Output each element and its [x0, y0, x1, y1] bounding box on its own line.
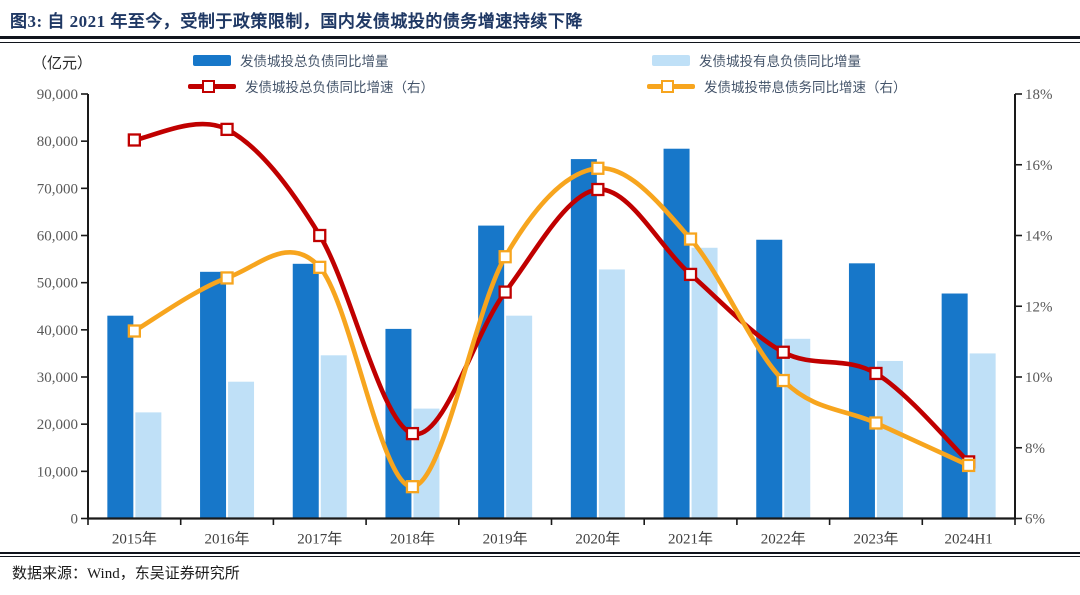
left-axis-tick-label: 30,000: [37, 370, 78, 386]
legend-item-total-liability-growth: 发债城投总负债同比增速（右）: [188, 76, 434, 96]
bar-series-0: [107, 148, 968, 519]
bar: [663, 148, 690, 519]
right-axis-tick-label: 10%: [1025, 370, 1053, 386]
right-axis-tick-label: 6%: [1025, 512, 1045, 528]
bar: [478, 225, 505, 519]
line-marker: [127, 133, 142, 147]
bar: [135, 412, 162, 519]
left-axis-tick-label: 90,000: [37, 87, 78, 103]
bar: [784, 338, 811, 519]
line-marker: [683, 267, 698, 282]
right-axis-tick-label: 18%: [1025, 87, 1053, 103]
line-marker: [869, 416, 883, 430]
left-axis-unit: （亿元）: [32, 56, 93, 72]
trend-line: [132, 121, 971, 465]
bar: [876, 360, 903, 519]
bar: [228, 381, 255, 519]
x-axis-label: 2020年: [575, 531, 620, 548]
x-axis-label: 2022年: [761, 531, 806, 548]
right-axis-tick-label: 12%: [1025, 299, 1053, 315]
bar: [848, 263, 875, 519]
bar: [969, 353, 996, 519]
line-marker: [405, 426, 420, 441]
line-marker: [683, 232, 698, 246]
bar: [598, 269, 625, 519]
line-marker: [591, 161, 605, 175]
x-axis-label: 2018年: [390, 531, 435, 548]
legend-swatch-orange-line: [647, 79, 695, 93]
footer-divider: [0, 552, 1080, 557]
legend-swatch-dark-blue-bar: [193, 54, 231, 66]
left-axis-tick-label: 10,000: [37, 464, 78, 480]
legend-item-interest-bearing-growth: 发债城投带息债务同比增速（右）: [647, 76, 907, 96]
bar: [570, 159, 597, 519]
bar: [200, 271, 227, 519]
left-axis-tick-label: 20,000: [37, 417, 78, 433]
legend-label: 发债城投有息负债同比增量: [699, 54, 861, 69]
axes: 0 10,000 20,000 30,000 40,000 50,000 60,000 70,…: [37, 87, 1053, 548]
x-axis-label: 2016年: [205, 531, 250, 548]
legend-item-total-liability-increment: 发债城投总负债同比增量: [193, 50, 389, 70]
line-marker: [220, 271, 234, 285]
line-series-1: [127, 161, 976, 494]
chart-title: 图3: 自 2021 年至今，受制于政策限制，国内发债城投的债务增速持续下降: [10, 12, 583, 31]
x-axis-label: 2023年: [853, 531, 898, 548]
left-axis-tick-label: 50,000: [37, 276, 78, 292]
line-marker: [776, 373, 790, 388]
data-source: 数据来源：Wind，东吴证券研究所: [12, 566, 240, 582]
legend-label: 发债城投总负债同比增速（右）: [245, 80, 434, 95]
bar: [413, 408, 440, 519]
left-axis-tick-label: 40,000: [37, 323, 78, 339]
bar: [292, 263, 319, 519]
bar: [941, 293, 968, 519]
legend-swatch-light-blue-bar: [652, 54, 690, 66]
line-marker: [591, 182, 605, 197]
bar-series-1: [135, 247, 996, 519]
left-axis-tick-label: 60,000: [37, 229, 78, 245]
x-axis-label: 2024H1: [944, 532, 992, 548]
line-marker: [313, 228, 327, 243]
bar: [506, 315, 533, 519]
right-axis-tick-label: 8%: [1025, 441, 1045, 457]
line-marker: [498, 285, 512, 299]
x-axis-label: 2019年: [483, 531, 528, 548]
right-axis-tick-label: 16%: [1025, 158, 1053, 174]
x-axis-label: 2017年: [297, 531, 342, 548]
bar: [320, 355, 347, 519]
line-marker: [962, 458, 976, 473]
left-axis-tick-label: 80,000: [37, 134, 78, 150]
x-axis-label: 2021年: [668, 531, 713, 548]
legend-label: 发债城投总负债同比增量: [240, 54, 389, 69]
x-axis-label: 2015年: [112, 531, 157, 548]
legend-item-interest-bearing-increment: 发债城投有息负债同比增量: [652, 50, 861, 70]
line-marker: [220, 122, 234, 137]
line-marker: [127, 324, 142, 338]
line-marker: [776, 345, 790, 359]
left-axis-tick-label: 70,000: [37, 181, 78, 197]
line-marker: [869, 366, 883, 381]
right-axis-tick-label: 14%: [1025, 229, 1053, 245]
bar: [107, 315, 134, 519]
trend-line: [132, 165, 971, 490]
legend-swatch-red-line: [188, 79, 236, 93]
line-marker: [405, 480, 420, 494]
left-axis-tick-label: 0: [71, 512, 79, 528]
title-divider: [0, 36, 1080, 43]
legend-label: 发债城投带息债务同比增速（右）: [704, 80, 907, 95]
line-marker: [498, 250, 512, 264]
line-marker: [313, 260, 327, 274]
line-series-0: [127, 121, 976, 469]
